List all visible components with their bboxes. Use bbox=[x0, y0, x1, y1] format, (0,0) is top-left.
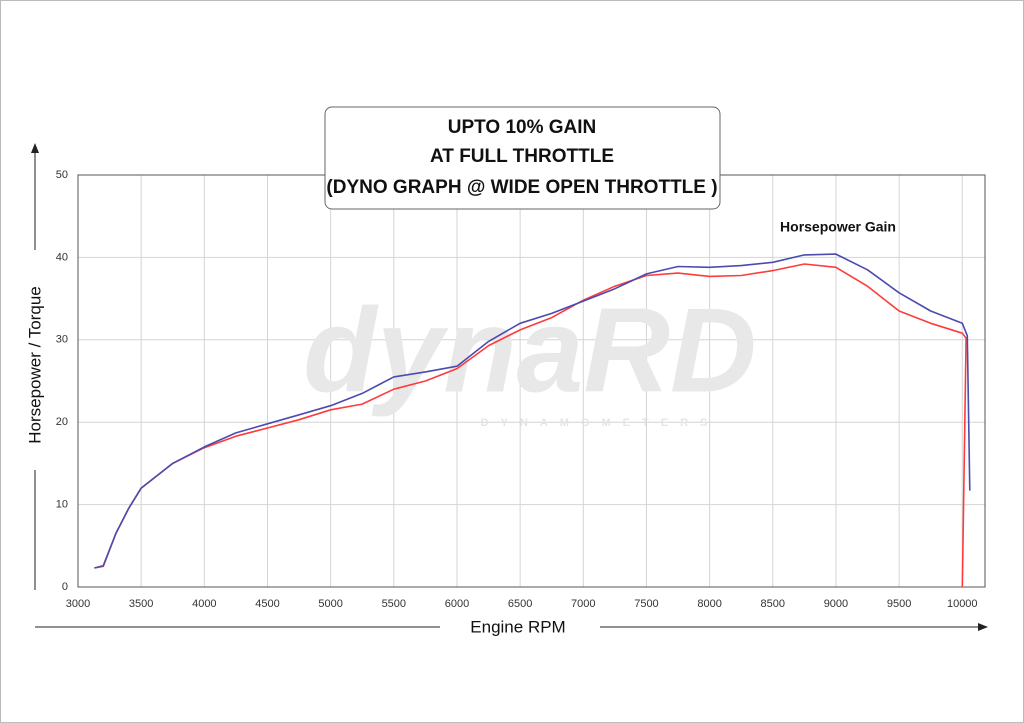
x-tick-label: 3000 bbox=[66, 598, 90, 610]
x-arrow-head bbox=[978, 623, 988, 631]
y-tick-label: 30 bbox=[56, 334, 68, 346]
y-arrow-head bbox=[31, 143, 39, 153]
x-tick-label: 10000 bbox=[947, 598, 978, 610]
x-axis-label: Engine RPM bbox=[470, 617, 565, 636]
x-tick-label: 6500 bbox=[508, 598, 532, 610]
x-tick-label: 5000 bbox=[318, 598, 342, 610]
y-tick-label: 10 bbox=[56, 499, 68, 511]
x-tick-label: 7500 bbox=[634, 598, 658, 610]
x-tick-label: 6000 bbox=[445, 598, 469, 610]
y-tick-label: 20 bbox=[56, 416, 68, 428]
x-tick-label: 7000 bbox=[571, 598, 595, 610]
watermark-sub: DYNAMOMETERS bbox=[481, 417, 720, 429]
y-tick-label: 0 bbox=[62, 581, 68, 593]
x-tick-label: 4000 bbox=[192, 598, 216, 610]
watermark-logo: dynaRD bbox=[303, 284, 756, 418]
x-tick-label: 8500 bbox=[761, 598, 785, 610]
y-tick-label: 50 bbox=[56, 169, 68, 181]
series-line bbox=[94, 253, 971, 569]
annotation: Horsepower Gain bbox=[780, 219, 896, 235]
x-tick-label: 3500 bbox=[129, 598, 153, 610]
title-line: UPTO 10% GAIN bbox=[448, 117, 597, 138]
title-box bbox=[324, 106, 721, 210]
title-line: (DYNO GRAPH @ WIDE OPEN THROTTLE ) bbox=[326, 177, 717, 198]
y-tick-label: 40 bbox=[56, 251, 68, 263]
x-tick-label: 9000 bbox=[824, 598, 848, 610]
y-axis-label: Horsepower / Torque bbox=[25, 286, 44, 444]
x-tick-label: 9500 bbox=[887, 598, 911, 610]
title-line: AT FULL THROTTLE bbox=[430, 146, 614, 167]
lines bbox=[94, 253, 971, 588]
x-tick-label: 8000 bbox=[697, 598, 721, 610]
x-tick-label: 4500 bbox=[255, 598, 279, 610]
x-tick-label: 5500 bbox=[382, 598, 406, 610]
